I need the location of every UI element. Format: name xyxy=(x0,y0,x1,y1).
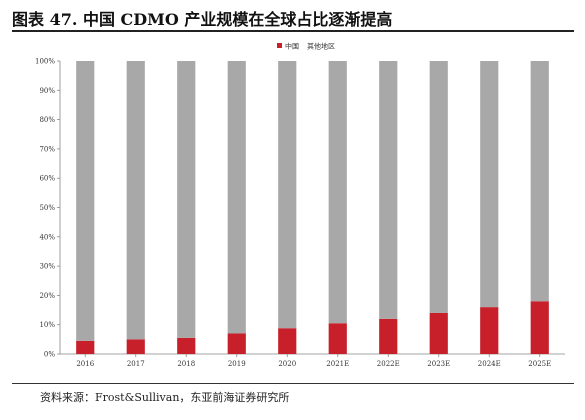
bar-other-2023E xyxy=(429,61,448,313)
bar-other-2025E xyxy=(530,61,549,302)
x-tick-label-2021E: 2021E xyxy=(326,360,349,368)
bar-china-2024E xyxy=(480,307,499,354)
bar-china-2017 xyxy=(126,339,145,354)
bar-china-2023E xyxy=(429,312,448,354)
y-tick-label: 20% xyxy=(39,292,55,300)
bar-other-2024E xyxy=(480,61,499,308)
y-tick-label: 70% xyxy=(39,145,55,153)
x-tick-label-2022E: 2022E xyxy=(377,360,400,368)
x-tick-label-2025E: 2025E xyxy=(528,360,551,368)
title-divider xyxy=(12,30,574,32)
y-tick-label: 60% xyxy=(39,175,55,183)
y-tick-label: 30% xyxy=(39,263,55,271)
x-tick-label-2017: 2017 xyxy=(127,360,145,368)
bar-other-2022E xyxy=(379,61,398,319)
y-tick-label: 0% xyxy=(44,351,55,359)
y-tick-label: 80% xyxy=(39,116,55,124)
bar-other-2020 xyxy=(278,61,297,329)
x-tick-label-2020: 2020 xyxy=(278,360,296,368)
bar-china-2020 xyxy=(278,328,297,354)
y-tick-label: 100% xyxy=(35,58,55,66)
x-tick-label-2024E: 2024E xyxy=(478,360,501,368)
source-note: 资料来源：Frost&Sullivan，东亚前海证券研究所 xyxy=(40,391,290,404)
y-tick-label: 40% xyxy=(39,233,55,241)
legend-label-other: 其他地区 xyxy=(307,42,335,51)
chart-area: 中国 其他地区 0% 10% 20% 30% 40% 50% 60% 70% 80% 90% 100… xyxy=(0,34,585,384)
figure-title: 图表 47. 中国 CDMO 产业规模在全球占比逐渐提高 xyxy=(12,10,393,29)
bar-other-2019 xyxy=(227,61,246,334)
x-tick-label-2016: 2016 xyxy=(76,360,94,368)
bar-other-2017 xyxy=(126,61,145,340)
x-tick-label-2019: 2019 xyxy=(228,360,246,368)
legend-swatch-china xyxy=(277,43,282,48)
bar-other-2021E xyxy=(328,61,347,324)
x-tick-label-2018: 2018 xyxy=(177,360,195,368)
bars xyxy=(76,61,549,354)
y-tick-label: 50% xyxy=(39,204,55,212)
y-tick-label: 10% xyxy=(39,321,55,329)
x-tick-labels: 2016 2017 2018 2019 2020 2021E 2022E 2023E 2024E… xyxy=(76,354,551,368)
bar-other-2018 xyxy=(177,61,196,338)
stacked-bar-chart: 中国 其他地区 0% 10% 20% 30% 40% 50% 60% 70% 80% 90% 100… xyxy=(35,42,565,368)
bar-china-2025E xyxy=(530,301,549,354)
y-tick-label: 90% xyxy=(39,87,55,95)
bar-china-2021E xyxy=(328,323,347,354)
legend-label-china: 中国 xyxy=(285,42,299,51)
bar-china-2016 xyxy=(76,340,95,354)
bar-china-2022E xyxy=(379,318,398,354)
x-tick-label-2023E: 2023E xyxy=(427,360,450,368)
bar-china-2019 xyxy=(227,333,246,354)
bar-china-2018 xyxy=(177,337,196,354)
legend: 中国 其他地区 xyxy=(277,42,335,51)
source-divider xyxy=(12,383,574,384)
bar-other-2016 xyxy=(76,61,95,341)
